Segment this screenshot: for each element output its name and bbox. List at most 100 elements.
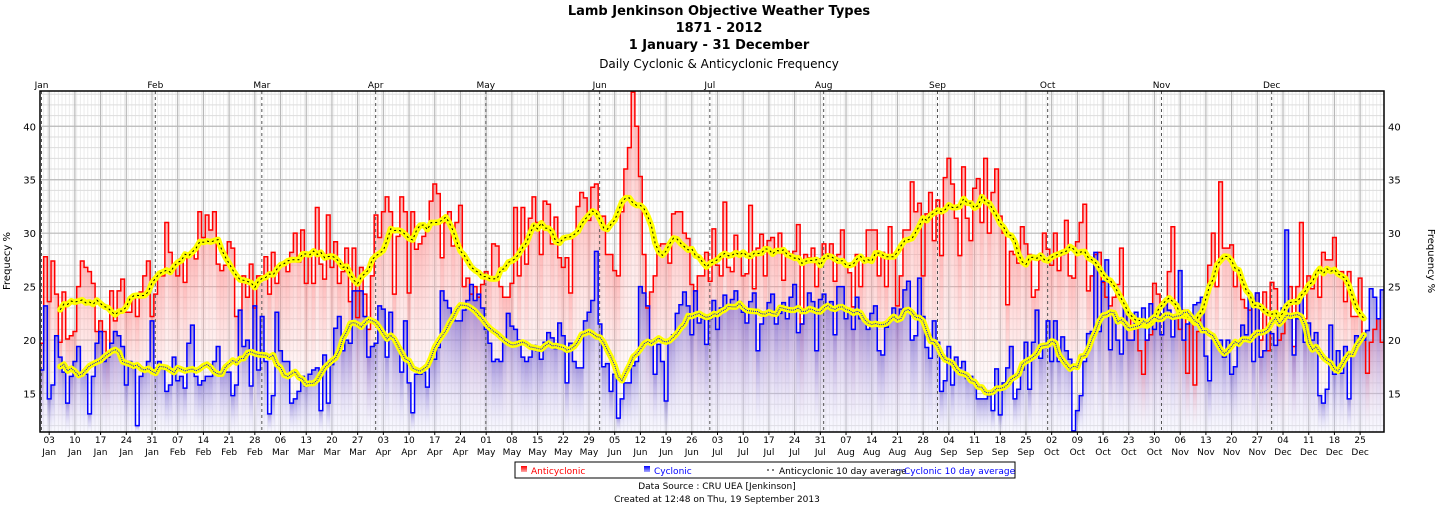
x-tick-day: 03 xyxy=(378,436,389,446)
anticyclonic-bar xyxy=(194,258,198,432)
cyclonic-bar xyxy=(704,344,709,432)
cyclonic-bar xyxy=(895,318,900,432)
cyclonic-bar xyxy=(726,308,731,432)
x-tick-month: Jul xyxy=(737,448,749,458)
cyclonic-bar xyxy=(476,294,481,432)
cyclonic-bar xyxy=(1031,342,1036,432)
cyclonic-bar xyxy=(1101,281,1105,432)
cyclonic-bar xyxy=(164,391,169,432)
cyclonic-bar xyxy=(308,374,312,432)
cyclonic-bar xyxy=(855,297,859,432)
cyclonic-bar xyxy=(447,308,452,432)
x-tick-month: Oct xyxy=(1147,448,1163,458)
cyclonic-bar xyxy=(440,290,444,432)
cyclonic-bar xyxy=(675,313,679,432)
cyclonic-bar xyxy=(818,299,823,432)
cyclonic-bar xyxy=(1163,302,1168,432)
y-axis-label-left: Frequecy % xyxy=(2,232,13,290)
cyclonic-bar xyxy=(1317,395,1322,432)
anticyclonic-bar xyxy=(223,265,228,432)
cyclonic-bar xyxy=(142,368,147,432)
anticyclonic-bar xyxy=(227,241,231,432)
cyclonic-bar xyxy=(767,302,771,432)
anticyclonic-bar xyxy=(278,265,283,432)
cyclonic-bar xyxy=(1233,366,1238,432)
x-tick-day: 24 xyxy=(455,436,467,446)
anticyclonic-bar xyxy=(972,188,977,432)
x-tick-month: Mar xyxy=(349,448,366,458)
cyclonic-bar xyxy=(994,368,999,432)
anticyclonic-bar xyxy=(499,286,503,432)
cyclonic-bar xyxy=(1211,340,1216,432)
cyclonic-bar xyxy=(980,398,984,432)
cyclonic-bar xyxy=(278,350,283,432)
anticyclonic-bar xyxy=(671,213,676,432)
x-tick-month: May xyxy=(554,448,573,458)
anticyclonic-bar xyxy=(913,211,918,432)
cyclonic-bar xyxy=(719,308,724,432)
month-label: Apr xyxy=(368,81,384,91)
anticyclonic-bar xyxy=(179,258,184,432)
x-tick-day: 17 xyxy=(429,436,440,446)
y-tick-label-right: 40 xyxy=(1388,122,1401,133)
cyclonic-bar xyxy=(326,403,331,432)
anticyclonic-bar xyxy=(286,271,290,432)
cyclonic-bar xyxy=(473,300,477,432)
cyclonic-bar xyxy=(678,304,683,432)
cyclonic-bar xyxy=(1090,331,1094,432)
anticyclonic-bar xyxy=(947,158,951,432)
data-source: Data Source : CRU UEA [Jenkinson] xyxy=(638,482,796,492)
cyclonic-bar xyxy=(1016,389,1021,432)
month-label: Mar xyxy=(253,81,270,91)
x-tick-month: Jul xyxy=(762,448,774,458)
x-tick-day: 02 xyxy=(1046,436,1057,446)
x-tick-month: Sep xyxy=(992,448,1009,458)
cyclonic-bar xyxy=(906,281,911,432)
cyclonic-bar xyxy=(880,355,885,432)
anticyclonic-bar xyxy=(146,260,151,432)
anticyclonic-bar xyxy=(219,270,224,432)
x-tick-month: Apr xyxy=(401,448,417,458)
cyclonic-bar xyxy=(803,310,808,432)
cyclonic-bar xyxy=(1244,334,1249,432)
cyclonic-bar xyxy=(216,346,220,432)
cyclonic-bar xyxy=(91,376,96,432)
chart-years: 1871 - 2012 xyxy=(676,21,763,36)
anticyclonic-bar xyxy=(84,267,88,432)
cyclonic-bar xyxy=(605,363,610,432)
x-tick-day: 20 xyxy=(1226,436,1238,446)
cyclonic-bar xyxy=(300,376,305,432)
cyclonic-bar xyxy=(1174,315,1179,432)
cyclonic-bar xyxy=(47,398,52,432)
cyclonic-bar xyxy=(399,372,404,432)
cyclonic-bar xyxy=(234,384,239,432)
x-tick-month: Jan xyxy=(144,448,159,458)
cyclonic-bar xyxy=(1115,340,1120,432)
cyclonic-bar xyxy=(623,382,628,432)
cyclonic-bar xyxy=(322,355,327,432)
anticyclonic-bar xyxy=(1068,275,1072,432)
anticyclonic-bar xyxy=(528,218,533,432)
cyclonic-bar xyxy=(851,329,856,432)
x-tick-month: Mar xyxy=(272,448,289,458)
cyclonic-bar xyxy=(847,312,852,432)
legend-anticyclonic: Anticyclonic xyxy=(531,467,585,477)
cyclonic-bar xyxy=(829,301,834,432)
anticyclonic-bar xyxy=(289,252,294,432)
cyclonic-bar xyxy=(1082,361,1087,432)
anticyclonic-bar xyxy=(1075,241,1080,432)
cyclonic-bar xyxy=(612,374,617,432)
x-tick-day: 31 xyxy=(146,436,157,446)
anticyclonic-bar xyxy=(326,215,331,432)
legend-cyclonic-average: Cyclonic 10 day average xyxy=(904,467,1016,477)
cyclonic-bar xyxy=(539,359,544,432)
anticyclonic-bar xyxy=(994,169,999,432)
anticyclonic-bar xyxy=(197,211,202,432)
x-tick-month: Dec xyxy=(1326,448,1343,458)
anticyclonic-bar xyxy=(756,248,760,432)
cyclonic-bar xyxy=(131,367,136,432)
cyclonic-bar xyxy=(1178,270,1183,432)
cyclonic-bar xyxy=(73,361,77,432)
cyclonic-bar xyxy=(601,366,606,432)
cyclonic-bar xyxy=(1288,318,1293,432)
